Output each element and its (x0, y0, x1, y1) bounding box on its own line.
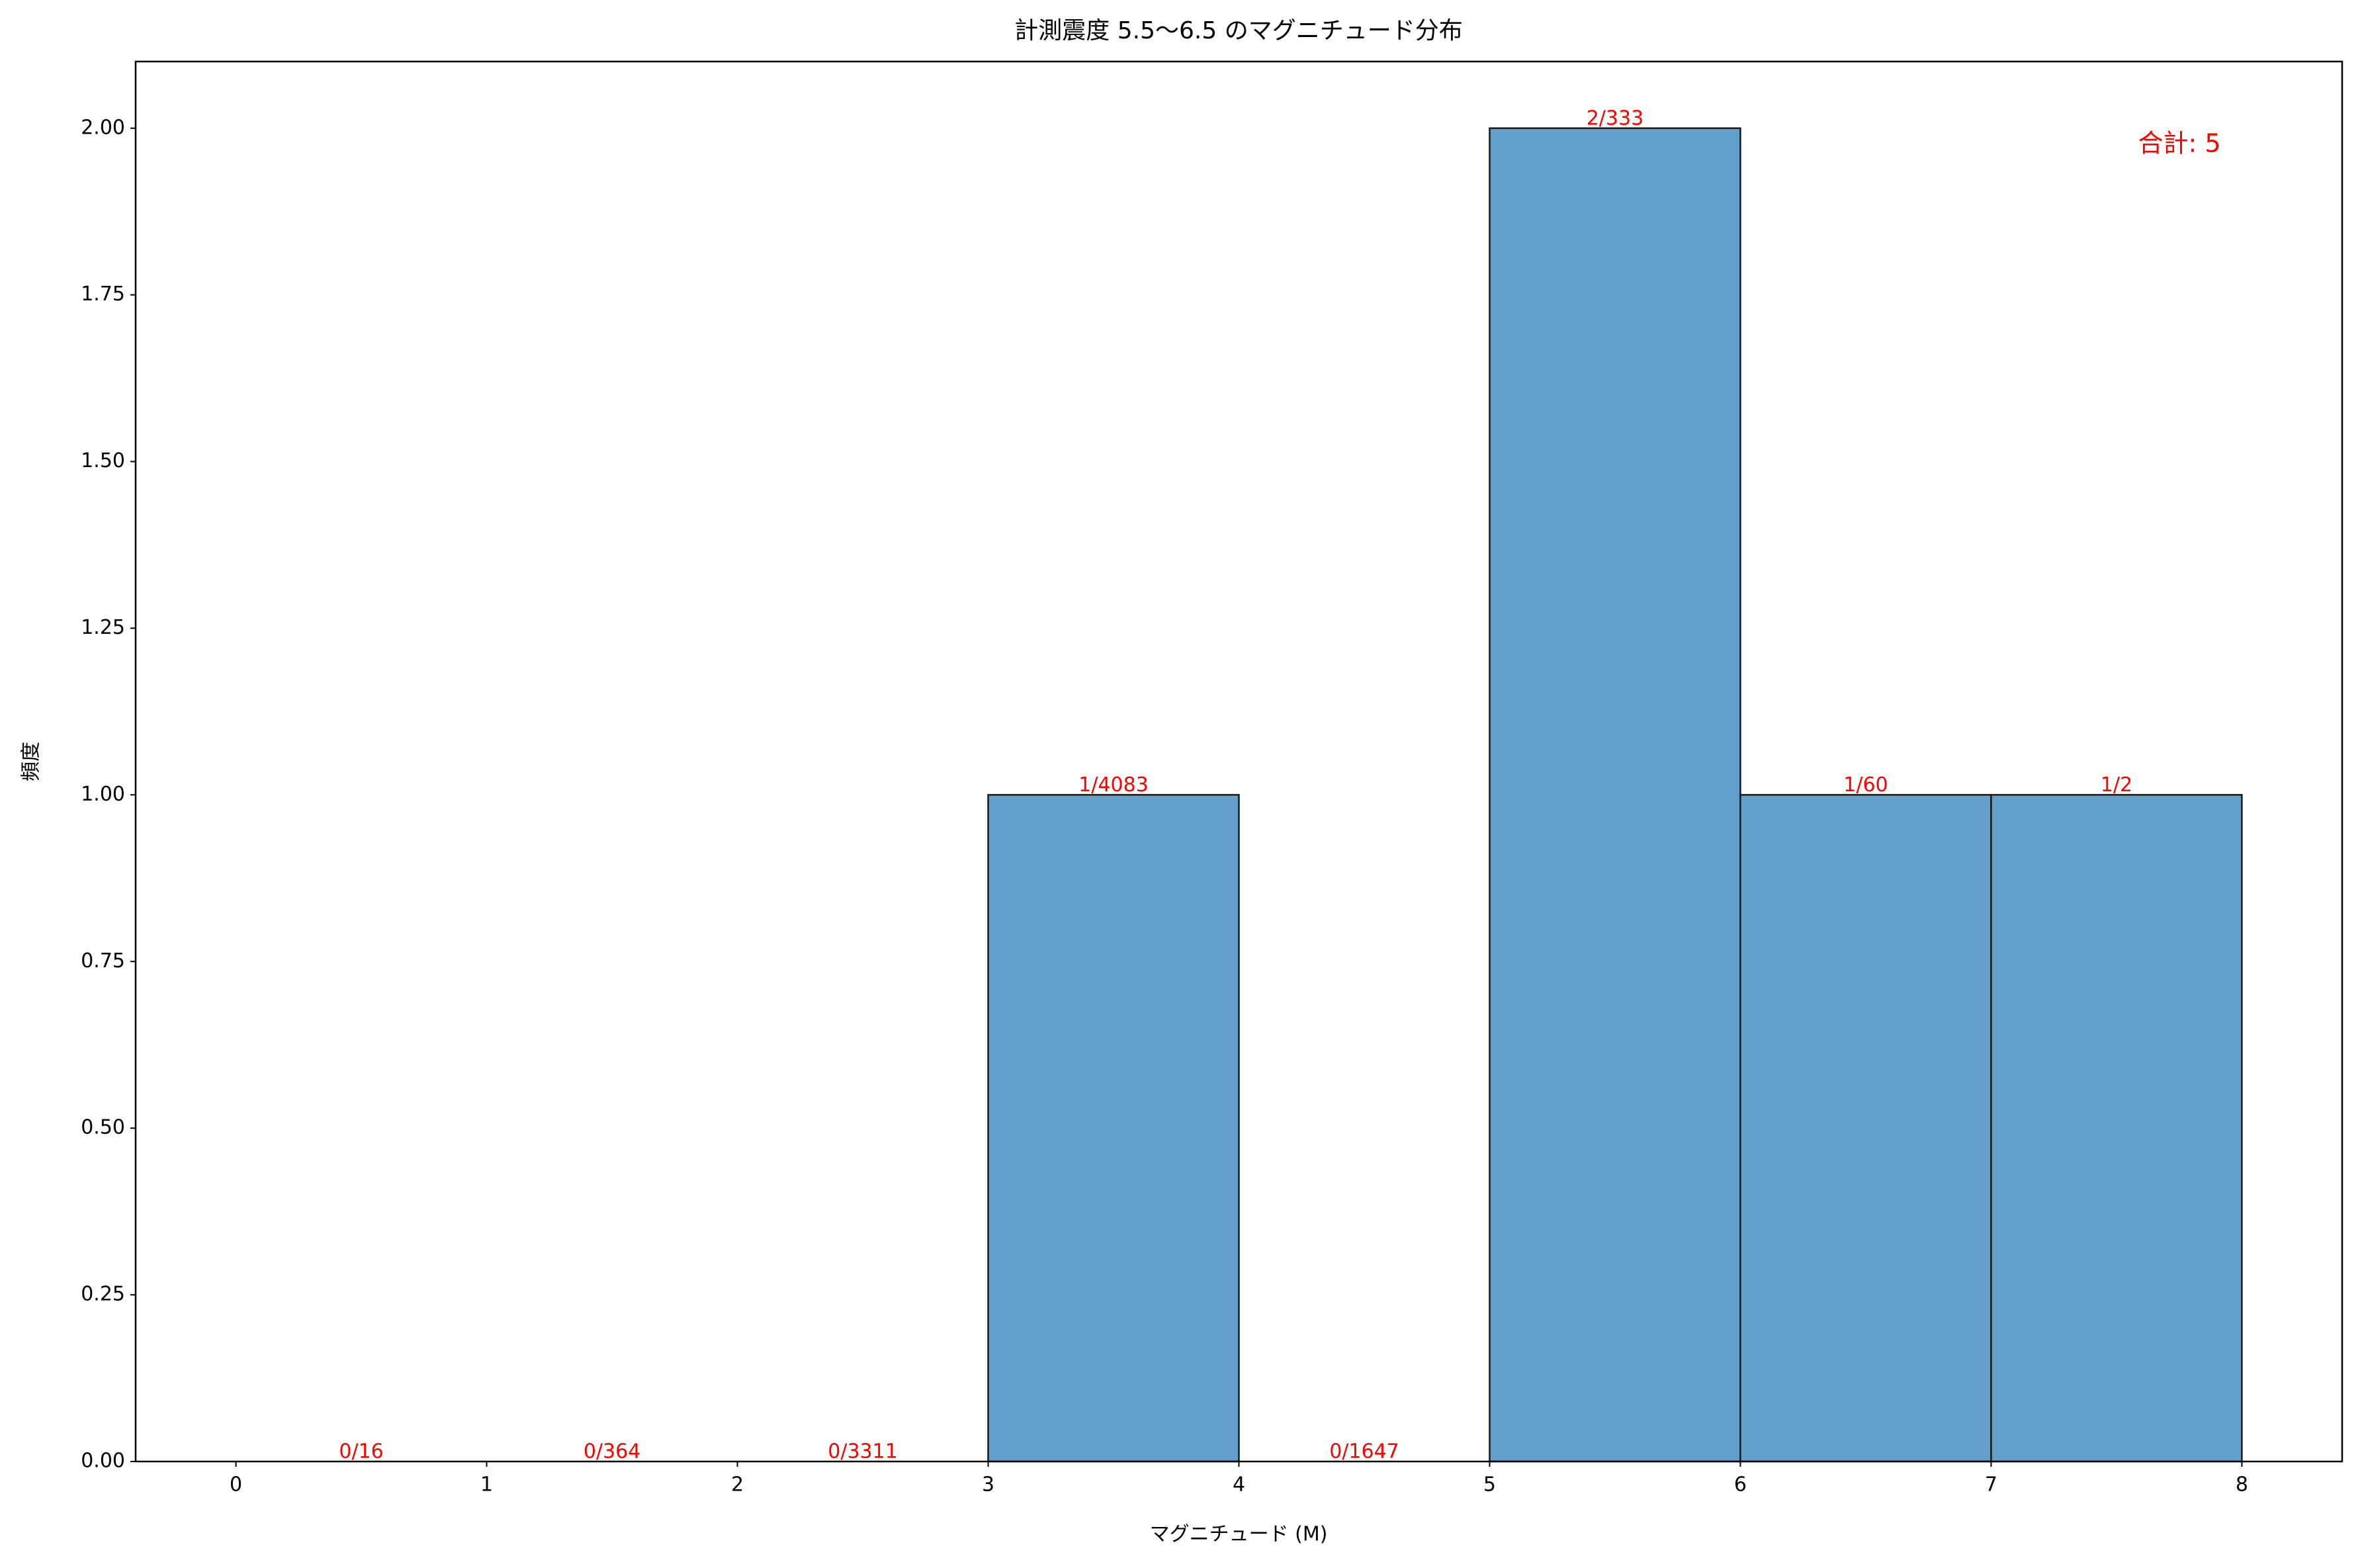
annotation: 合計: 5 (2138, 129, 2220, 158)
x-tick-label: 1 (480, 1473, 493, 1497)
y-tick-label: 1.75 (81, 283, 125, 306)
y-tick-label: 0.25 (81, 1283, 125, 1306)
y-tick-label: 0.75 (81, 949, 125, 973)
y-tick-label: 1.50 (81, 449, 125, 472)
bar-value-label: 1/4083 (1078, 773, 1149, 797)
bar (1990, 794, 2243, 1463)
x-tick-label: 3 (982, 1473, 994, 1497)
y-tick-label: 0.50 (81, 1116, 125, 1139)
x-tick-label: 0 (230, 1473, 242, 1497)
bar-value-label: 0/16 (339, 1440, 383, 1463)
y-axis-label: 頻度 (20, 742, 43, 781)
chart-title: 計測震度 5.5〜6.5 のマグニチュード分布 (1014, 17, 1462, 44)
x-tick-label: 2 (731, 1473, 744, 1497)
axes-frame (134, 60, 2343, 1463)
bar (987, 794, 1240, 1463)
x-tick-label: 7 (1985, 1473, 1997, 1497)
bar-value-label: 0/3311 (828, 1440, 898, 1463)
bar-value-label: 1/60 (1843, 773, 1888, 797)
y-tick-label: 0.00 (81, 1450, 125, 1473)
bar-value-label: 0/364 (584, 1440, 640, 1463)
bar-value-label: 0/1647 (1329, 1440, 1399, 1463)
bar-value-label: 1/2 (2101, 773, 2132, 797)
bar (1739, 794, 1992, 1463)
y-tick-label: 1.25 (81, 616, 125, 639)
bar-value-label: 2/333 (1587, 107, 1643, 130)
x-tick-label: 4 (1233, 1473, 1245, 1497)
bar (1489, 127, 1741, 1463)
x-tick-label: 8 (2236, 1473, 2248, 1497)
x-tick-label: 5 (1483, 1473, 1496, 1497)
x-axis-label: マグニチュード (M) (1150, 1523, 1328, 1546)
y-tick-label: 2.00 (81, 116, 125, 139)
x-tick-label: 6 (1734, 1473, 1747, 1497)
y-tick-label: 1.00 (81, 783, 125, 806)
